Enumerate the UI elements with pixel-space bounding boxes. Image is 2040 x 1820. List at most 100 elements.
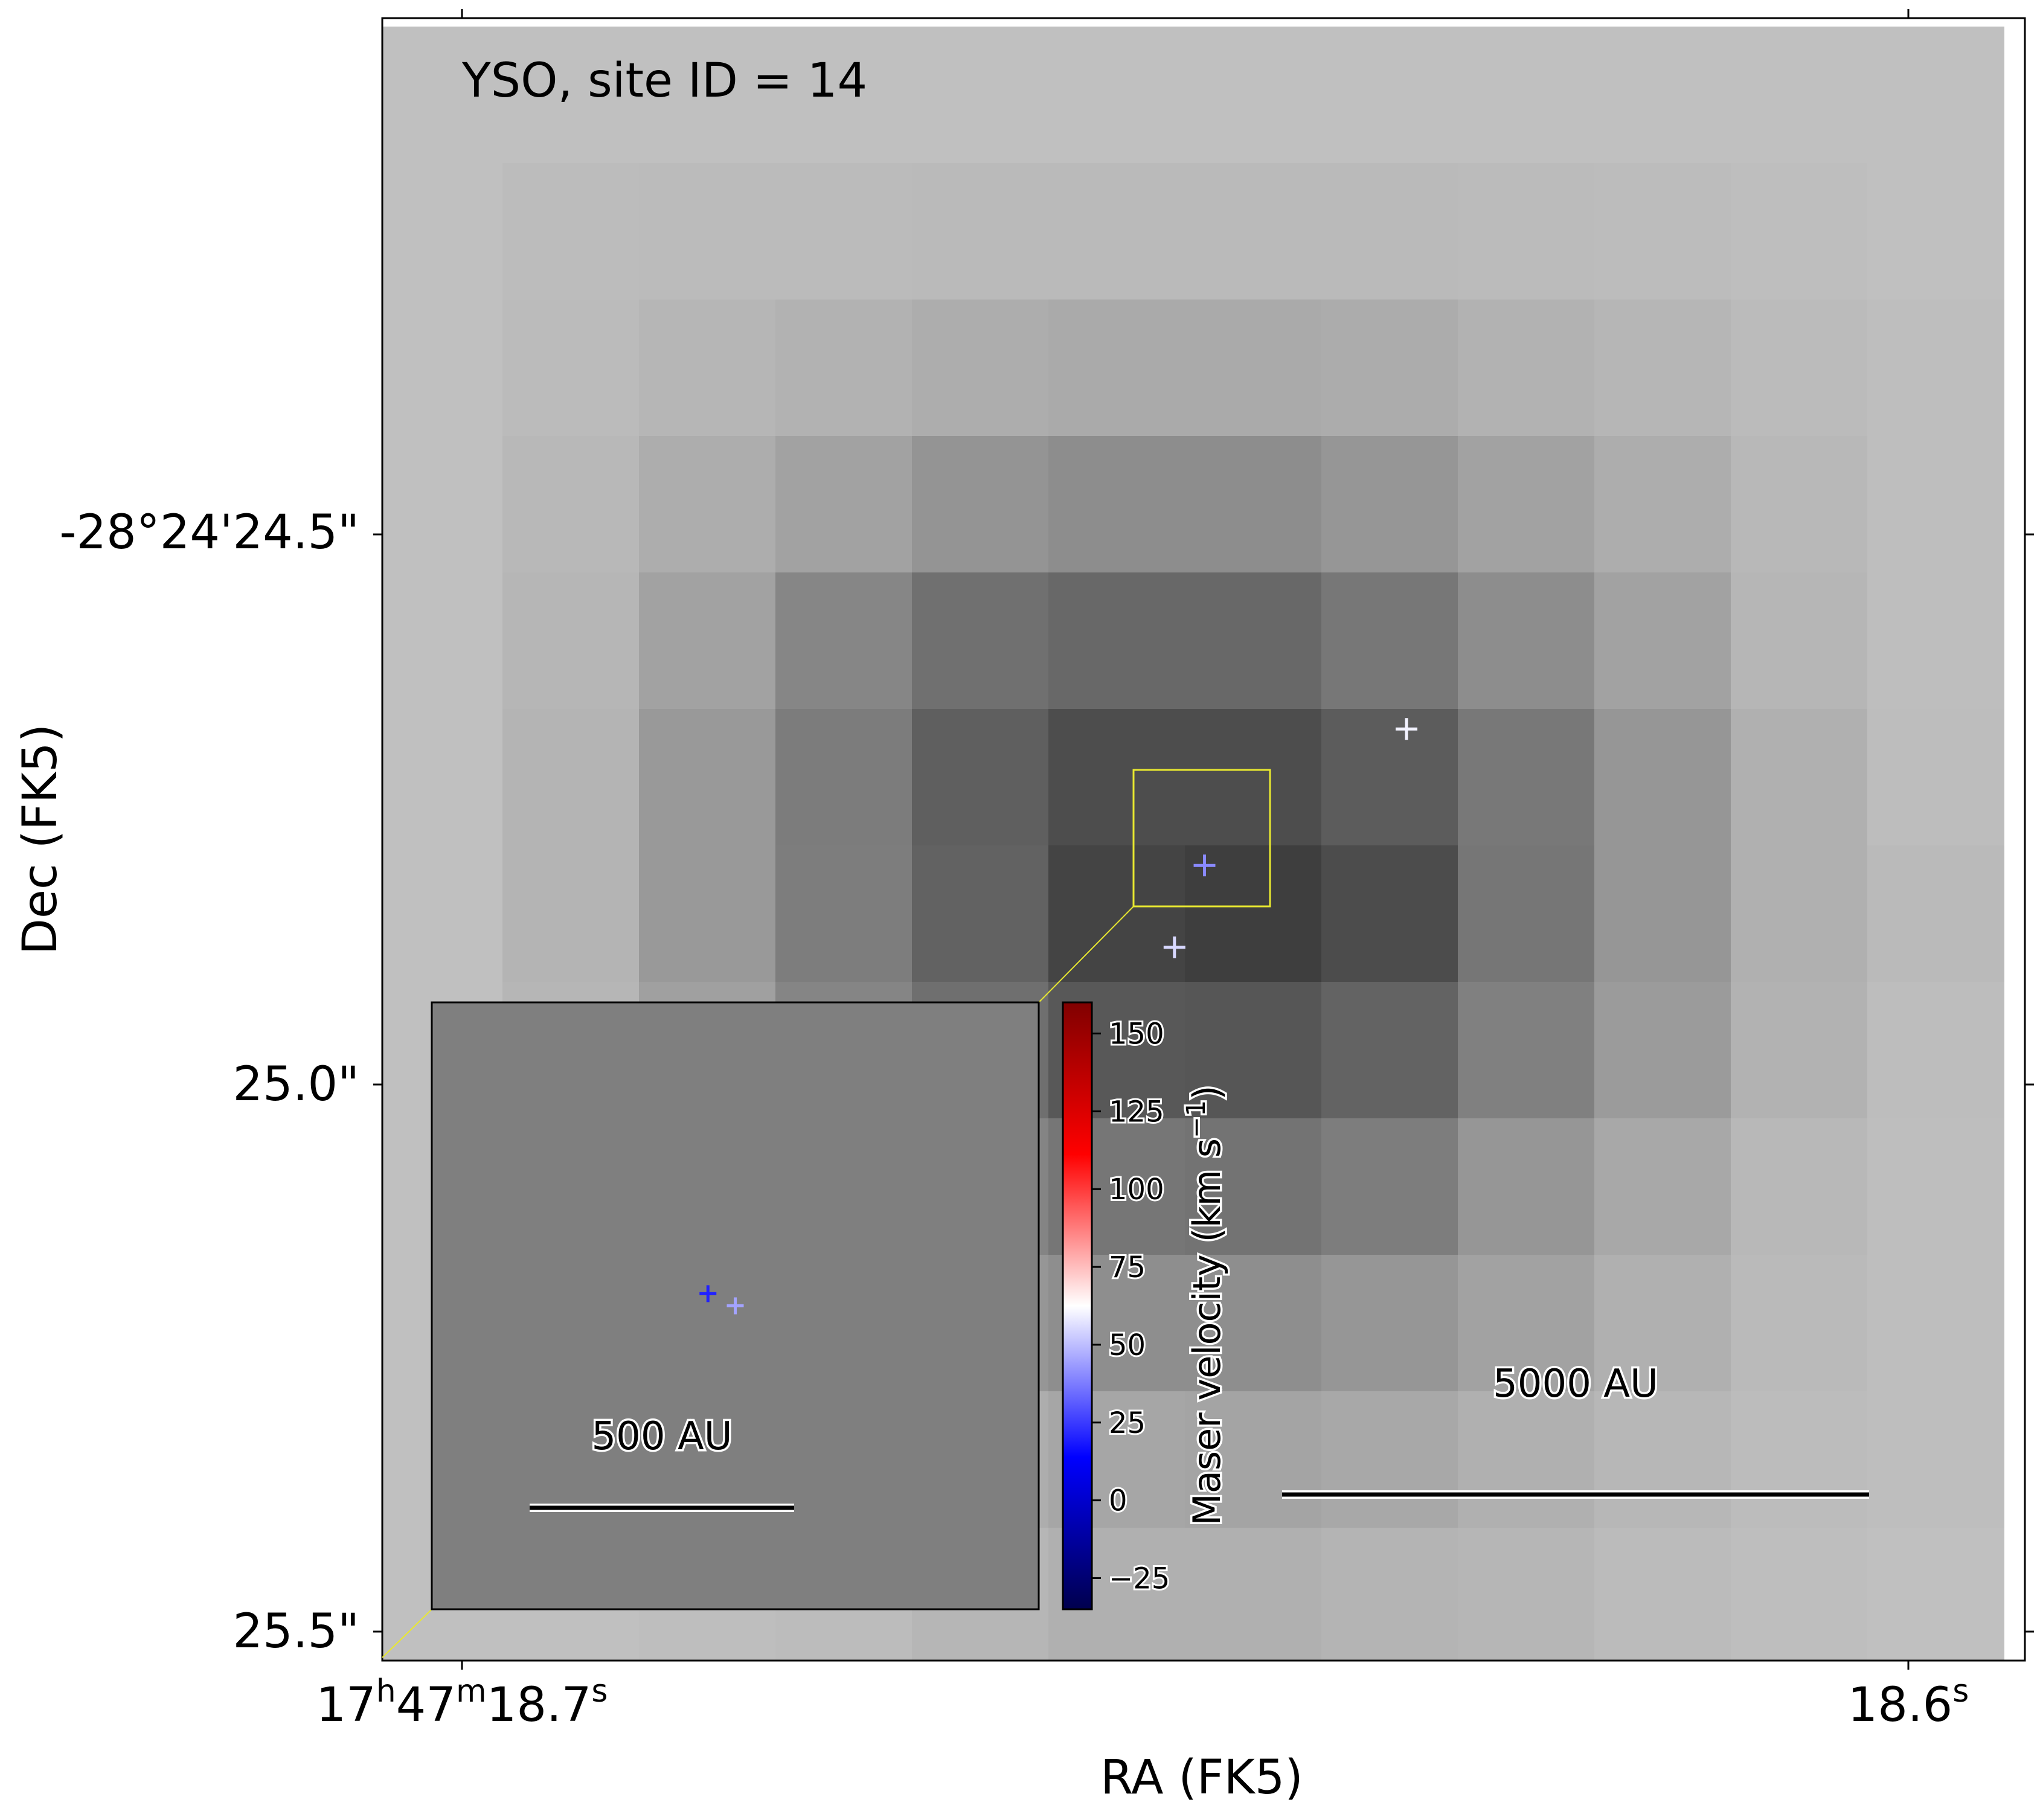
- heatmap-pixel: [1458, 1528, 1595, 1661]
- heatmap-pixel: [502, 300, 640, 437]
- heatmap-pixel: [1731, 1118, 1868, 1255]
- inset-maser-markers: [699, 1285, 744, 1315]
- heatmap-pixel: [502, 572, 640, 710]
- heatmap-pixel: [1594, 1391, 1731, 1528]
- heatmap-pixel: [1731, 1528, 1868, 1661]
- heatmap-pixel: [1594, 1528, 1731, 1661]
- heatmap-pixel: [1048, 27, 1185, 164]
- heatmap-pixel: [1458, 572, 1595, 710]
- heatmap-pixel: [1867, 163, 2004, 300]
- chart-title: YSO, site ID = 14: [461, 54, 867, 108]
- heatmap-pixel: [1458, 1255, 1595, 1392]
- heatmap-pixel: [912, 163, 1049, 300]
- heatmap-pixel: [502, 709, 640, 846]
- heatmap-pixel: [1731, 572, 1868, 710]
- heatmap-pixel: [1731, 845, 1868, 982]
- heatmap-pixel: [1731, 436, 1868, 573]
- heatmap-pixel: [382, 300, 503, 437]
- heatmap-pixel: [1458, 1118, 1595, 1255]
- heatmap-pixel: [1867, 1528, 2004, 1661]
- heatmap-pixel: [382, 436, 503, 573]
- heatmap-pixel: [639, 572, 776, 710]
- x-axis-label: RA (FK5): [1100, 1751, 1303, 1805]
- heatmap-pixel: [912, 709, 1049, 846]
- heatmap-pixel: [1458, 163, 1595, 300]
- heatmap-pixel: [1185, 572, 1322, 710]
- heatmap-pixel: [1867, 845, 2004, 982]
- heatmap-pixel: [1185, 709, 1322, 846]
- heatmap-pixel: [382, 709, 503, 846]
- heatmap-pixel: [1594, 436, 1731, 573]
- heatmap-pixel: [1594, 709, 1731, 846]
- heatmap-pixel: [502, 436, 640, 573]
- colorbar-tick-label: 0: [1109, 1484, 1127, 1518]
- heatmap-pixel: [502, 163, 640, 300]
- heatmap-pixel: [1867, 300, 2004, 437]
- heatmap-pixel: [1321, 300, 1458, 437]
- heatmap-pixel: [1321, 572, 1458, 710]
- heatmap-pixel: [1867, 982, 2004, 1119]
- heatmap-pixel: [1867, 1391, 2004, 1528]
- heatmap-pixel: [1048, 436, 1185, 573]
- heatmap-pixel: [1048, 845, 1185, 982]
- heatmap-pixel: [775, 163, 913, 300]
- heatmap-pixel: [1731, 1255, 1868, 1392]
- heatmap-pixel: [1867, 436, 2004, 573]
- heatmap-pixel: [1321, 436, 1458, 573]
- heatmap-pixel: [382, 27, 503, 164]
- heatmap-pixel: [639, 163, 776, 300]
- heatmap-pixel: [1321, 163, 1458, 300]
- heatmap-pixel: [1048, 709, 1185, 846]
- colorbar: 150 125 100 75 50 25 0 −25 Maser velocity (km s…: [1062, 1001, 1231, 1610]
- y-axis-label: Dec (FK5): [13, 724, 68, 955]
- heatmap-pixel: [1321, 1528, 1458, 1661]
- heatmap-pixel: [1185, 1528, 1322, 1661]
- colorbar-gradient: [1062, 1001, 1093, 1610]
- axes-frame: [381, 17, 2026, 1662]
- colorbar-tick-label: 75: [1109, 1251, 1146, 1284]
- colorbar-tick-label: 150: [1109, 1017, 1164, 1051]
- heatmap-pixel: [1048, 572, 1185, 710]
- colorbar-label: Maser velocity (km s−1): [1181, 1085, 1229, 1525]
- heatmap-pixel: [1731, 300, 1868, 437]
- heatmap-pixel: [1048, 300, 1185, 437]
- zoom-box: [1132, 769, 1271, 908]
- x-tick-label: 18.6s: [1848, 1673, 1969, 1732]
- heatmap-pixel: [1867, 27, 2004, 164]
- heatmap-pixel: [1458, 845, 1595, 982]
- heatmap-pixel: [382, 845, 503, 982]
- heatmap-pixel: [1594, 27, 1731, 164]
- maser-marker: [1163, 936, 1185, 958]
- heatmap-pixel: [1867, 1255, 2004, 1392]
- y-tick-label: 25.5": [233, 1604, 359, 1659]
- heatmap-pixel: [1867, 709, 2004, 846]
- heatmap-pixel: [1458, 1391, 1595, 1528]
- y-tick-label: 25.0": [233, 1057, 359, 1112]
- heatmap-pixel: [775, 845, 913, 982]
- heatmap-pixel: [1185, 1255, 1322, 1392]
- heatmap-pixel: [1458, 436, 1595, 573]
- heatmap-pixel: [912, 572, 1049, 710]
- colorbar-tick-label: 50: [1109, 1328, 1146, 1362]
- maser-marker: [1396, 718, 1417, 740]
- heatmap-pixel: [1731, 1391, 1868, 1528]
- heatmap-pixel: [1594, 300, 1731, 437]
- colorbar-ticks: 150 125 100 75 50 25 0 −25: [1092, 1016, 1172, 1597]
- scalebar-main-label: 5000 AU: [1493, 1362, 1658, 1406]
- heatmap-pixel: [1458, 300, 1595, 437]
- heatmap-pixel: [1185, 982, 1322, 1119]
- heatmap-pixel: [775, 27, 913, 164]
- colorbar-tick-label: −25: [1109, 1562, 1170, 1595]
- y-tick-label: -28°24'24.5": [59, 505, 359, 560]
- heatmap-pixel: [1594, 982, 1731, 1119]
- maser-markers: [1163, 718, 1417, 958]
- axis-ticks: [373, 9, 2034, 1670]
- colorbar-tick-label: 25: [1109, 1406, 1146, 1440]
- heatmap-pixel: [1594, 163, 1731, 300]
- heatmap-pixel: [1731, 163, 1868, 300]
- heatmap-pixel: [775, 709, 913, 846]
- heatmap-pixel: [1321, 1255, 1458, 1392]
- heatmap-pixel: [502, 845, 640, 982]
- heatmap-pixel: [1185, 436, 1322, 573]
